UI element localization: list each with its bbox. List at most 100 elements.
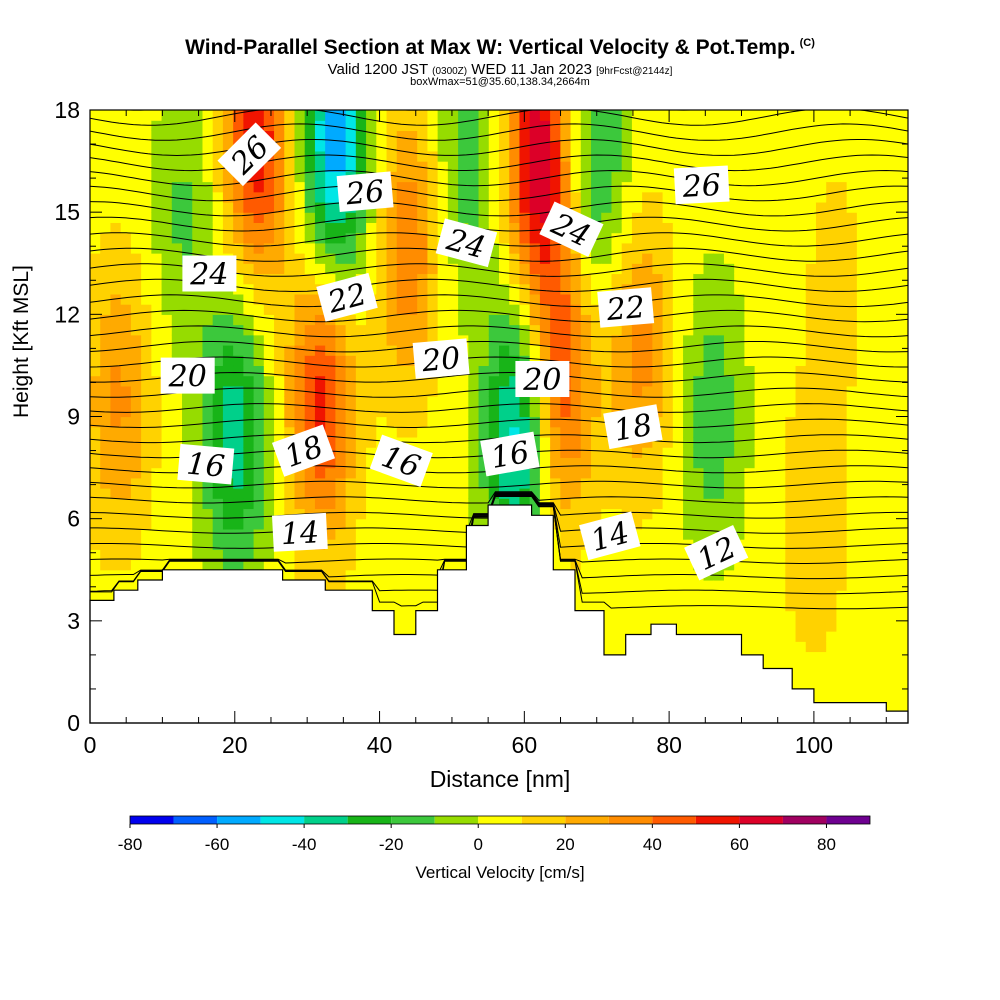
y-tick-label: 9 bbox=[67, 404, 80, 430]
x-tick-label: 80 bbox=[656, 732, 682, 758]
contour-label-box bbox=[673, 165, 730, 205]
contour-label-box bbox=[182, 255, 237, 292]
contour-label-16: 16 bbox=[177, 443, 235, 485]
terrain-profile bbox=[89, 504, 909, 724]
contour-label-text: 20 bbox=[420, 341, 462, 379]
theta-contour-line bbox=[90, 492, 908, 534]
theta-contour-line bbox=[90, 309, 908, 323]
colorbar-segment bbox=[826, 816, 870, 824]
contour-label-box bbox=[684, 524, 749, 581]
theta-contour-line bbox=[90, 387, 908, 398]
colorbar-tick-label: -80 bbox=[118, 835, 143, 854]
valid-time: Valid 1200 JST (0300Z) WED 11 Jan 2023 [… bbox=[327, 61, 673, 78]
y-tick-label: 6 bbox=[67, 506, 80, 532]
contour-label-20: 20 bbox=[515, 361, 570, 398]
colorbar-segment bbox=[217, 816, 261, 824]
contour-label-text: 26 bbox=[344, 174, 386, 212]
colorbar-segment bbox=[304, 816, 348, 824]
theta-contour-line bbox=[90, 201, 908, 217]
theta-contour-line bbox=[90, 496, 908, 610]
colorbar-tick-label: 20 bbox=[556, 835, 575, 854]
theta-contour-line bbox=[90, 216, 908, 232]
x-tick-label: 100 bbox=[795, 732, 833, 758]
theta-contour-line bbox=[90, 403, 908, 413]
contour-label-box bbox=[160, 357, 215, 394]
contour-label-box bbox=[480, 431, 540, 477]
theta-contour-line bbox=[90, 232, 908, 247]
contour-label-box bbox=[412, 338, 470, 379]
colorbar-segment bbox=[260, 816, 305, 824]
contour-label-22: 22 bbox=[597, 287, 655, 328]
y-tick-label: 12 bbox=[54, 301, 80, 327]
y-axis: 0 3 6 9 12 15 18 bbox=[54, 97, 908, 736]
y-tick-label: 18 bbox=[54, 97, 80, 123]
colorbar-segment bbox=[434, 816, 479, 824]
contour-label-box bbox=[271, 512, 328, 552]
theta-contour-line bbox=[90, 494, 908, 580]
x-tick-label: 60 bbox=[512, 732, 538, 758]
x-tick-label: 40 bbox=[367, 732, 393, 758]
theta-contour-line bbox=[90, 325, 908, 338]
theta-contour-line bbox=[90, 294, 908, 308]
contour-label-text: 24 bbox=[189, 258, 228, 293]
theta-contour-line bbox=[90, 110, 908, 126]
theta-contour-line bbox=[90, 493, 908, 549]
colorbar-segment bbox=[521, 816, 566, 824]
contour-label-14: 14 bbox=[271, 512, 328, 552]
colorbar-frame bbox=[129, 815, 871, 825]
colorbar-segment bbox=[652, 816, 696, 824]
theta-contour-line bbox=[90, 139, 908, 157]
theta-contour-line bbox=[90, 341, 908, 353]
theta-contour-line bbox=[90, 371, 908, 383]
contour-label-box bbox=[515, 361, 570, 397]
contour-label-box bbox=[177, 443, 235, 485]
x-tick-label: 0 bbox=[84, 732, 97, 758]
contour-label-box bbox=[435, 218, 498, 268]
contour-label-box bbox=[336, 171, 394, 212]
theta-contour-line bbox=[90, 169, 908, 187]
colorbar-segment bbox=[608, 816, 653, 824]
colorbar-tick-label: -60 bbox=[205, 835, 230, 854]
theta-contour-line bbox=[90, 495, 908, 595]
contour-label-box bbox=[217, 122, 282, 187]
colorbar-tick-label: 40 bbox=[643, 835, 662, 854]
contour-label-26: 26 bbox=[673, 165, 730, 205]
forecast-info: [9hrFcst@2144z] bbox=[596, 66, 673, 77]
theta-contour-line bbox=[90, 123, 908, 141]
colorbar-segment bbox=[565, 816, 609, 824]
y-axis-label: Height [Kft MSL] bbox=[10, 265, 33, 418]
contour-label-box bbox=[579, 511, 641, 561]
contour-label-text: 18 bbox=[611, 408, 655, 449]
contour-label-18: 18 bbox=[603, 404, 663, 450]
contour-label-box bbox=[316, 272, 378, 322]
colorbar-segment bbox=[391, 816, 435, 824]
box-max-info: boxWmax=51@35.60,138.34,2664m bbox=[410, 76, 590, 88]
colorbar-segment bbox=[782, 816, 827, 824]
colorbar-segment bbox=[695, 816, 740, 824]
y-tick-label: 3 bbox=[67, 608, 80, 634]
contour-label-text: 16 bbox=[185, 447, 226, 485]
contour-label-box bbox=[539, 201, 604, 257]
contour-label-box bbox=[369, 434, 433, 487]
theta-contour-line bbox=[90, 494, 908, 564]
colorbar-tick-label: 0 bbox=[474, 835, 483, 854]
contour-label-text: 20 bbox=[168, 360, 207, 395]
colorbar-label: Vertical Velocity [cm/s] bbox=[415, 863, 585, 882]
contour-label-20: 20 bbox=[160, 357, 215, 395]
colorbar-tick-label: -20 bbox=[379, 835, 404, 854]
colorbar-segment bbox=[478, 816, 522, 824]
theta-contour-line bbox=[121, 110, 700, 111]
y-tick-label: 0 bbox=[67, 710, 80, 736]
x-tick-label: 20 bbox=[222, 732, 248, 758]
colorbar-segment bbox=[173, 816, 218, 824]
contour-label-text: 26 bbox=[681, 168, 722, 205]
contour-label-text: 22 bbox=[604, 290, 646, 328]
colorbar: -80 -60 -40 -20 0 20 40 60 80 bbox=[118, 815, 871, 854]
colorbar-tick-label: 60 bbox=[730, 835, 749, 854]
contour-label-text: 16 bbox=[488, 435, 532, 476]
contour-label-box bbox=[603, 404, 663, 450]
contour-label-box bbox=[597, 287, 655, 328]
chart-title: Wind-Parallel Section at Max W: Vertical… bbox=[185, 36, 815, 59]
theta-contour-line bbox=[90, 480, 908, 489]
